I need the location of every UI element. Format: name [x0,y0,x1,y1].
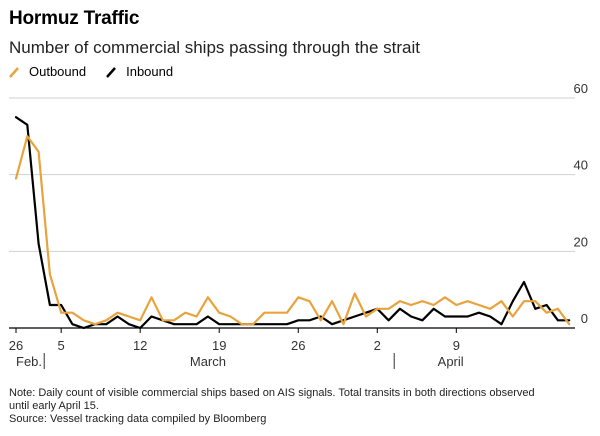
series-line-outbound [14,135,571,326]
chart-subtitle: Number of commercial ships passing throu… [9,38,421,57]
outbound-legend-swatch [9,66,19,78]
x-tick-label-19: 19 [212,338,226,353]
y-tick-label-20: 20 [574,234,588,249]
legend: Outbound Inbound [9,64,193,79]
note-line-1: Note: Daily count of visible commercial … [9,387,535,399]
chart-notes: Note: Daily count of visible commercial … [9,387,594,426]
y-tick-label-0: 0 [581,311,588,326]
y-tick-label-60: 60 [574,81,588,96]
x-tick-label-12: 12 [133,338,147,353]
month-label-april: April [438,354,464,369]
legend-label-inbound: Inbound [126,64,174,79]
month-label-march: March [190,354,226,369]
legend-label-outbound: Outbound [29,64,87,79]
month-label-feb: Feb. [16,354,42,369]
y-axis-ticks: 0 20 40 60 [574,81,588,326]
x-axis: 26 5 12 19 26 2 9 Feb. March April [9,327,575,369]
series-line-inbound [14,116,571,330]
gridlines [9,97,575,252]
y-tick-label-40: 40 [574,158,588,173]
x-tick-label-26: 26 [291,338,305,353]
x-tick-label-26: 26 [9,338,23,353]
inbound-legend-swatch [106,66,117,78]
x-tick-label-9: 9 [453,338,460,353]
legend-item-inbound: Inbound [106,64,173,79]
source-line: Source: Vessel tracking data compiled by… [9,413,267,425]
x-tick-label-5: 5 [58,338,65,353]
x-tick-label-2: 2 [374,338,381,353]
note-line-2: until early April 15. [9,400,99,412]
chart-title: Hormuz Traffic [9,8,140,29]
legend-item-outbound: Outbound [9,64,86,79]
line-chart: 0 20 40 60 26 5 12 19 26 2 9 Feb. March April [9,81,588,369]
series-lines [14,116,571,330]
